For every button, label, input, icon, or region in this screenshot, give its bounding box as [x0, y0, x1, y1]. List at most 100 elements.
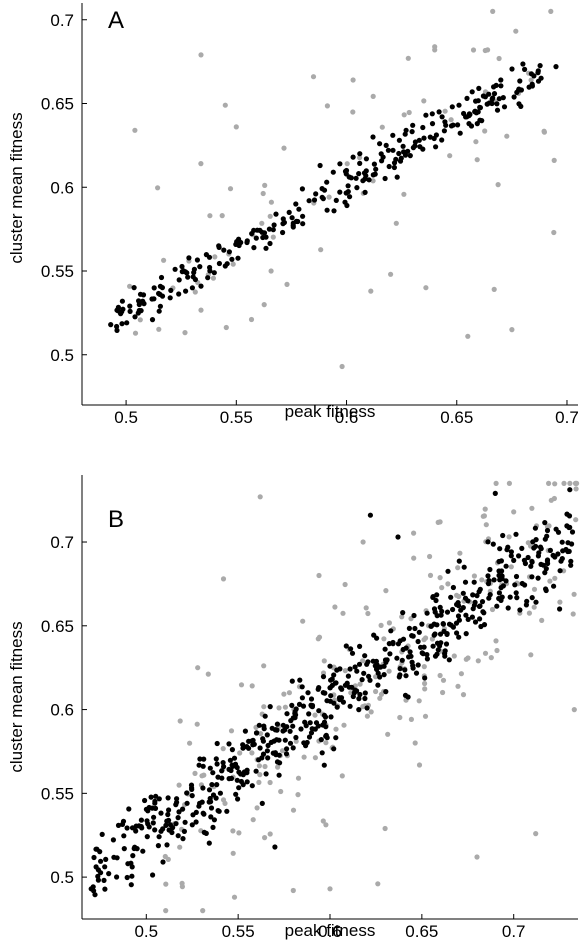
black-point: [262, 713, 268, 719]
gray-point: [192, 770, 198, 777]
black-point: [229, 747, 235, 753]
black-point: [491, 84, 497, 90]
black-point: [438, 612, 444, 618]
black-point: [557, 606, 563, 612]
black-point: [203, 252, 209, 258]
gray-point: [506, 534, 512, 540]
black-point: [433, 597, 439, 604]
gray-point: [333, 726, 339, 732]
black-point: [374, 662, 380, 668]
black-point: [403, 127, 409, 133]
black-point: [209, 782, 215, 788]
gray-point: [262, 182, 268, 188]
black-point: [442, 119, 448, 125]
gray-point: [416, 698, 422, 704]
black-point: [216, 808, 222, 814]
black-point: [207, 765, 213, 771]
gray-point: [393, 220, 399, 226]
black-point: [439, 608, 445, 614]
black-point: [564, 523, 570, 529]
gray-point: [293, 738, 299, 744]
gray-point: [437, 672, 443, 679]
panel-a-x-ticks: 0.5 0.55 0.6 0.65 0.7: [114, 400, 579, 427]
black-point: [189, 822, 195, 828]
black-point: [293, 706, 299, 712]
gray-point: [310, 74, 317, 80]
black-point: [532, 525, 539, 531]
y-tick-label: 0.55: [41, 784, 74, 803]
gray-point: [573, 486, 579, 492]
gray-point: [236, 830, 242, 836]
panel-a-black-series: [108, 61, 559, 333]
black-point: [165, 811, 171, 818]
black-point: [312, 726, 318, 732]
black-point: [267, 240, 273, 247]
black-point: [227, 757, 233, 763]
black-point: [385, 147, 391, 153]
black-point: [280, 728, 286, 734]
black-point: [175, 815, 181, 821]
gray-point: [474, 854, 480, 860]
black-point: [446, 657, 452, 663]
black-point: [362, 653, 368, 659]
black-point: [543, 587, 549, 594]
black-point: [90, 884, 96, 890]
black-point: [497, 546, 503, 552]
black-point: [197, 756, 203, 762]
black-point: [132, 844, 138, 850]
black-point: [361, 670, 367, 676]
black-point: [151, 814, 157, 820]
gray-point: [290, 807, 297, 813]
black-point: [500, 95, 506, 101]
black-point: [254, 730, 260, 736]
gray-point: [312, 712, 318, 718]
black-point: [361, 170, 368, 176]
gray-point: [411, 530, 417, 536]
black-point: [333, 197, 339, 203]
gray-point: [256, 763, 262, 769]
black-point: [115, 822, 122, 829]
black-point: [244, 239, 250, 246]
gray-point: [490, 8, 496, 14]
black-point: [520, 61, 526, 67]
gray-point: [254, 805, 260, 811]
black-point: [200, 763, 206, 769]
black-point: [271, 738, 277, 744]
black-point: [284, 724, 290, 730]
black-point: [313, 191, 319, 197]
black-point: [456, 102, 462, 108]
y-tick-label: 0.6: [50, 178, 74, 197]
black-point: [300, 221, 306, 227]
black-point: [470, 592, 476, 598]
black-point: [307, 720, 313, 726]
black-point: [91, 854, 97, 861]
black-point: [522, 66, 528, 72]
black-point: [185, 274, 191, 280]
black-point: [518, 87, 525, 93]
black-point: [476, 85, 482, 91]
black-point: [114, 327, 120, 333]
black-point: [277, 760, 283, 766]
black-point: [496, 568, 502, 574]
black-point: [537, 63, 543, 69]
black-point: [415, 662, 421, 668]
black-point: [531, 545, 537, 551]
black-point: [140, 848, 146, 854]
black-point: [298, 726, 304, 732]
black-point: [340, 699, 346, 705]
black-point: [313, 720, 320, 726]
black-point: [214, 782, 220, 788]
black-point: [410, 665, 416, 671]
black-point: [149, 296, 155, 302]
black-point: [102, 886, 108, 892]
black-point: [559, 556, 565, 562]
black-point: [260, 751, 267, 757]
panel-b-black-series: [88, 487, 576, 898]
black-point: [270, 227, 276, 233]
black-point: [234, 777, 240, 783]
black-point: [193, 809, 199, 816]
black-point: [226, 766, 232, 773]
black-point: [513, 573, 520, 580]
black-point: [91, 888, 97, 894]
black-point: [192, 276, 198, 283]
